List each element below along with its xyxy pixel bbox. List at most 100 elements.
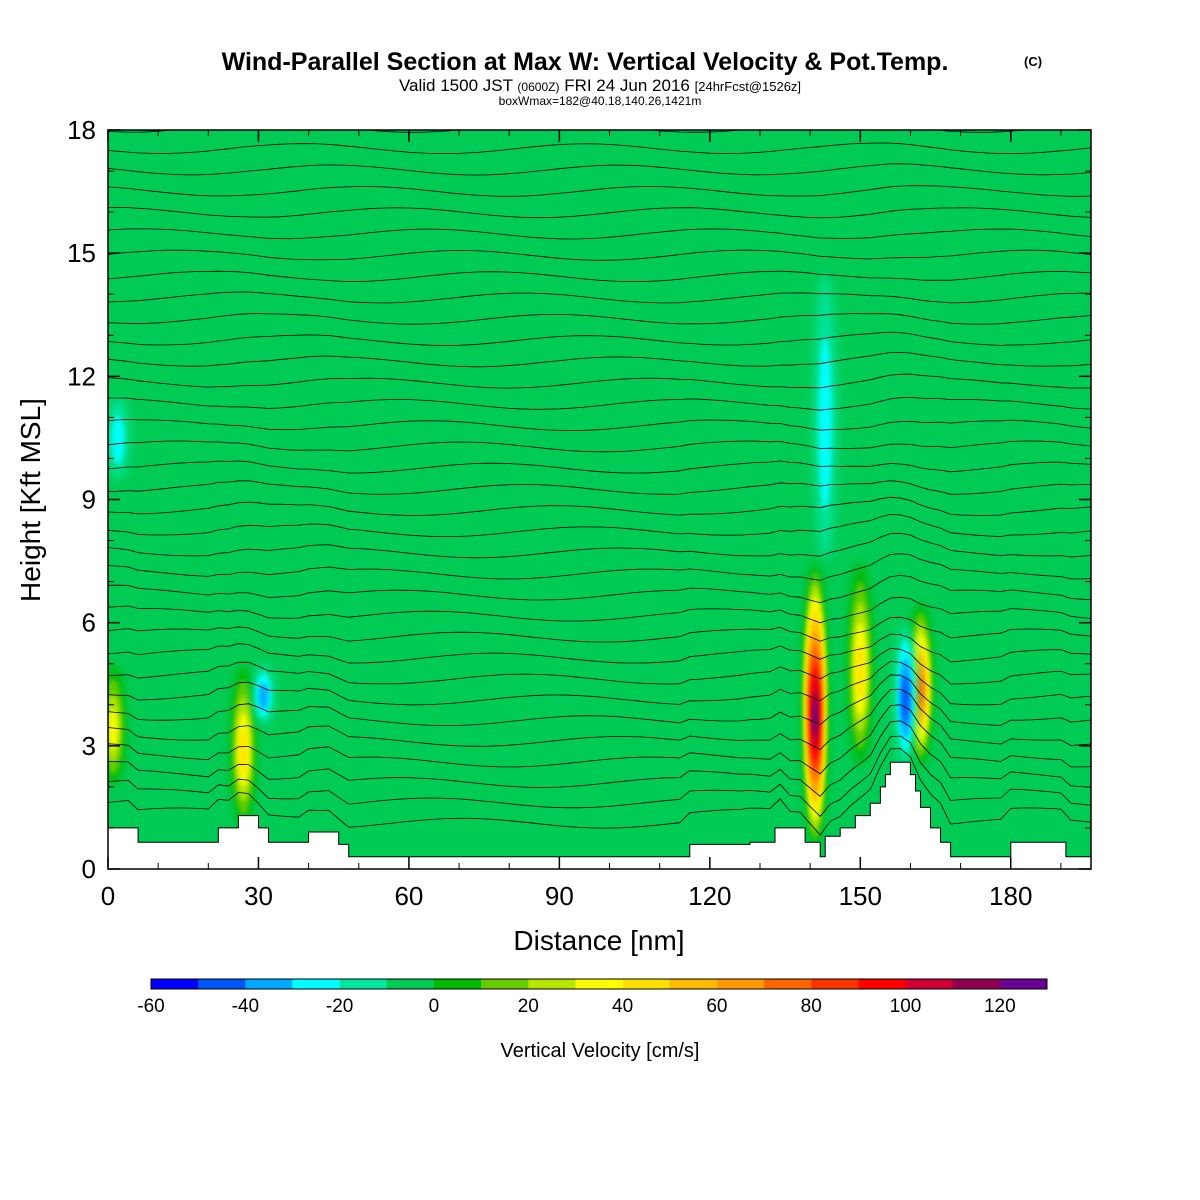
velocity-cell-downdraft	[258, 683, 269, 710]
colorbar-swatch	[575, 979, 624, 989]
isentrope-line	[108, 748, 1091, 836]
isentrope-line	[108, 480, 1091, 495]
box-info: boxWmax=182@40.18,140.26,1421m	[499, 94, 702, 108]
isentrope-line	[108, 460, 1091, 474]
isentrope-line	[108, 633, 1091, 664]
colorbar-swatch	[151, 979, 199, 989]
colorbar-swatch	[528, 979, 576, 989]
colorbar-tick-label: -60	[137, 996, 164, 1017]
subtitle-main: Valid 1500 JST	[399, 76, 513, 95]
isentrope-line	[108, 418, 1091, 432]
subtitle-utc: (0600Z)	[517, 80, 559, 94]
y-tick-label: 3	[82, 731, 96, 761]
isentrope-line	[108, 207, 1091, 219]
y-tick-label: 6	[82, 608, 96, 638]
colorbar-label: Vertical Velocity [cm/s]	[501, 1040, 700, 1062]
colorbar-tick-label: -40	[232, 996, 259, 1017]
isentrope-line	[108, 496, 1091, 516]
plot-area	[108, 130, 1091, 869]
isentrope-line	[108, 440, 1091, 453]
velocity-cell-updraft	[813, 701, 818, 734]
colorbar-tick-label: 80	[801, 996, 822, 1017]
colorbar-swatch	[245, 979, 293, 989]
colorbar-swatch	[952, 979, 1001, 989]
colorbar-swatch	[999, 979, 1048, 989]
title-mark: (C)	[1024, 54, 1042, 69]
colorbar-swatch	[386, 979, 435, 989]
isentrope-line	[108, 396, 1091, 411]
x-tick-label: 90	[545, 881, 574, 911]
isentrope-line	[108, 660, 1091, 706]
y-tick-label: 18	[67, 115, 96, 145]
colorbar-tick-label: 60	[706, 996, 727, 1017]
subtitle-fcst: [24hrFcst@1526z]	[695, 79, 801, 94]
colorbar-swatch	[764, 979, 812, 989]
terrain-profile	[108, 761, 1091, 869]
isentrope-line	[108, 291, 1091, 304]
x-tick-label: 150	[839, 881, 882, 911]
subtitle-date: FRI 24 Jun 2016	[564, 76, 690, 95]
isentrope-line	[108, 647, 1091, 685]
isentrope-line	[108, 532, 1091, 559]
colorbar-tick-label: 40	[612, 996, 633, 1017]
x-axis-label: Distance [nm]	[513, 925, 684, 956]
velocity-cell-downdraft	[111, 414, 125, 465]
x-tick-label: 120	[688, 881, 731, 911]
isentrope-line	[108, 735, 1091, 817]
isentrope-line	[108, 553, 1091, 581]
colorbar-tick-label: 20	[518, 996, 539, 1017]
terrain	[108, 761, 1091, 869]
chart-title: Wind-Parallel Section at Max W: Vertical…	[222, 48, 949, 76]
colorbar-tick-label: 120	[984, 996, 1016, 1017]
axes: 0 30 60 90 120 150 180 0 3 6 9 12 15 18	[67, 115, 1091, 911]
isentrope-line	[108, 575, 1091, 604]
colorbar: -60 -40 -20 0 20 40 60 80 100 120	[137, 978, 1048, 1017]
chart-subtitle: Valid 1500 JST (0600Z) FRI 24 Jun 2016 […	[399, 76, 801, 95]
isentrope-line	[108, 185, 1091, 197]
colorbar-swatch	[339, 979, 388, 989]
colorbar-swatch	[292, 979, 341, 989]
colorbar-swatch	[905, 979, 954, 989]
colorbar-tick-label: 100	[890, 996, 922, 1017]
y-tick-label: 15	[67, 238, 96, 268]
velocity-cell-updraft	[856, 643, 864, 700]
colorbar-frame	[150, 978, 1048, 990]
colorbar-swatch	[481, 979, 529, 989]
isentrope-line	[108, 163, 1091, 176]
colorbar-swatch	[858, 979, 907, 989]
y-tick-label: 0	[82, 854, 96, 884]
colorbar-tick-label: -20	[326, 996, 353, 1017]
velocity-field	[108, 273, 934, 849]
isentrope-line	[108, 704, 1091, 775]
colorbar-swatch	[716, 979, 765, 989]
x-tick-label: 180	[989, 881, 1032, 911]
isentrope-line	[108, 228, 1091, 240]
velocity-cell-downdraft	[901, 675, 910, 724]
isentrope-line	[108, 331, 1091, 346]
x-tick-label: 0	[101, 881, 115, 911]
isentrope-line	[108, 688, 1091, 750]
colorbar-swatch	[433, 979, 482, 989]
colorbar-swatch	[811, 979, 859, 989]
colorbar-swatch	[198, 979, 246, 989]
x-tick-label: 60	[394, 881, 423, 911]
y-tick-label: 12	[67, 361, 96, 391]
isentrope-line	[108, 373, 1091, 389]
y-axis-label: Height [Kft MSL]	[15, 398, 46, 602]
velocity-cell-updraft	[918, 676, 923, 706]
isentrope-line	[108, 596, 1091, 624]
colorbar-swatch	[622, 979, 671, 989]
colorbar-tick-label: 0	[429, 996, 440, 1017]
velocity-cell-updraft	[108, 708, 118, 750]
velocity-cell-updraft	[239, 729, 247, 775]
isentrope-line	[108, 249, 1091, 261]
x-tick-label: 30	[244, 881, 273, 911]
isentrope-line	[108, 513, 1091, 537]
isentrope-line	[108, 720, 1091, 797]
isentrope-line	[108, 270, 1091, 283]
isentrope-line	[108, 142, 1091, 154]
isentrope-line	[108, 351, 1091, 368]
isentrope-line	[108, 313, 1091, 325]
y-tick-label: 9	[82, 485, 96, 515]
